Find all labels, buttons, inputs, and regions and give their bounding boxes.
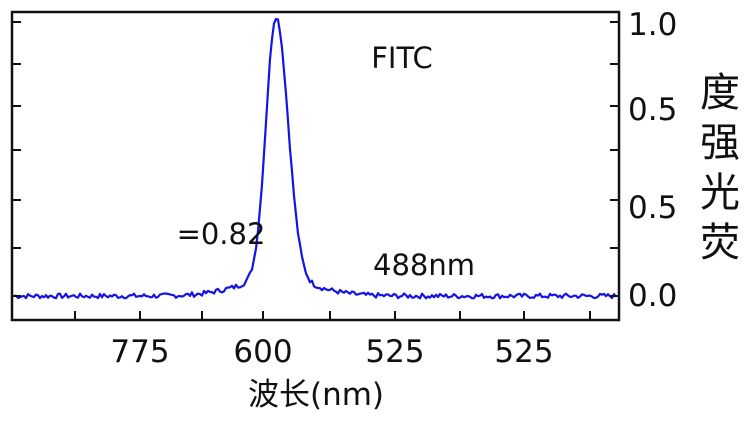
y-axis-label-char-1: 强 [700,120,740,166]
plot-frame [10,10,621,322]
series-line-0 [13,17,617,300]
y-tick-label-3: 0.0 [628,278,677,314]
x-tick-label-1: 600 [233,334,292,370]
annotation-value: =0.82 [177,217,266,251]
x-tick-label-0: 775 [110,334,169,370]
x-tick-label-3: 525 [494,334,553,370]
x-axis-label: 波长(nm) [248,377,384,413]
y-tick-label-2: 0.5 [628,190,677,226]
x-tick-label-2: 525 [365,334,424,370]
y-axis-label-char-3: 荧 [700,220,740,266]
annotation-wavelength: 488nm [373,248,475,282]
annotation-dye: FITC [371,41,433,75]
tick-marks [12,21,619,320]
y-tick-label-0: 1.0 [628,7,677,43]
y-axis-label-char-2: 光 [700,170,740,216]
y-axis-label-char-0: 度 [700,70,740,116]
y-tick-label-1: 0.5 [628,92,677,128]
